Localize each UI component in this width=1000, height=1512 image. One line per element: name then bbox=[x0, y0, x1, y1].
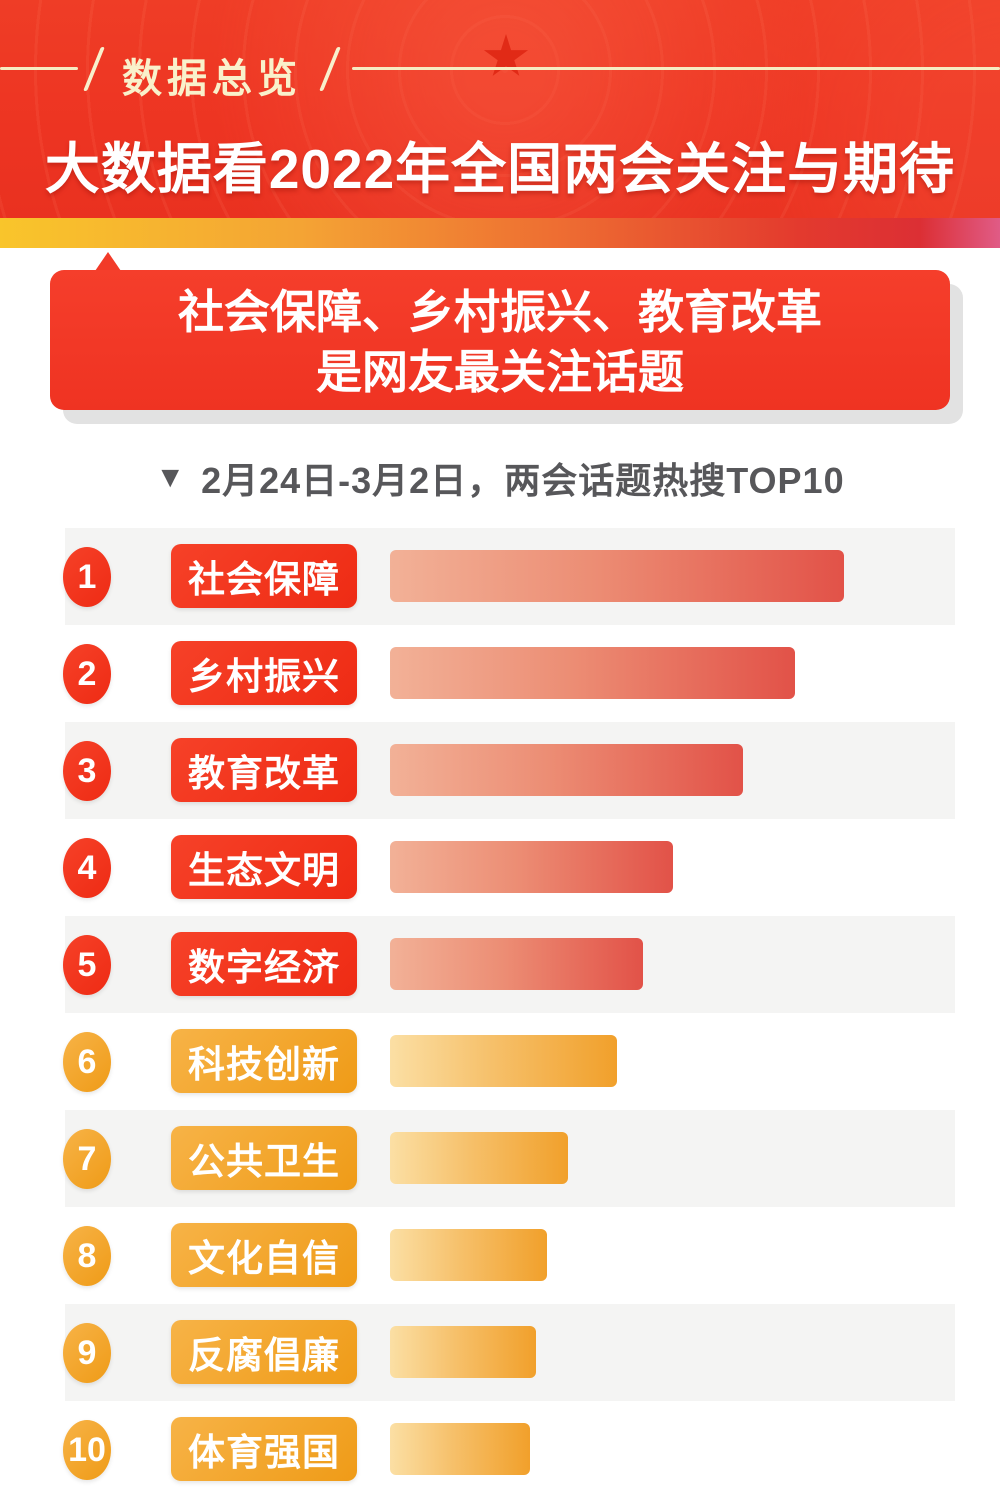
gradient-divider-strip bbox=[0, 218, 1000, 248]
highlight-card: 社会保障、乡村振兴、教育改革 是网友最关注话题 bbox=[50, 270, 950, 410]
list-item: 10 体育强国 bbox=[0, 1401, 1000, 1498]
list-item: 3 教育改革 bbox=[0, 722, 1000, 819]
heat-bar bbox=[390, 550, 844, 602]
topic-label: 乡村振兴 bbox=[171, 641, 357, 705]
header-banner: 数据总览 大数据看2022年全国两会关注与期待 bbox=[0, 0, 1000, 218]
topic-label: 数字经济 bbox=[171, 932, 357, 996]
rank-badge: 10 bbox=[63, 1420, 111, 1480]
heat-bar bbox=[390, 1326, 536, 1378]
page-title: 大数据看2022年全国两会关注与期待 bbox=[44, 138, 956, 200]
heat-bar bbox=[390, 938, 643, 990]
list-item: 5 数字经济 bbox=[0, 916, 1000, 1013]
topic-label: 社会保障 bbox=[171, 544, 357, 608]
topic-label: 文化自信 bbox=[171, 1223, 357, 1287]
badge-slash-left-icon bbox=[83, 47, 105, 91]
list-item: 8 文化自信 bbox=[0, 1207, 1000, 1304]
rank-badge: 1 bbox=[63, 547, 111, 607]
ranking-list: 1 社会保障 2 乡村振兴 3 教育改革 4 生态文明 5 数字经济 6 科技创… bbox=[0, 528, 1000, 1498]
heat-bar bbox=[390, 1229, 547, 1281]
rank-badge: 6 bbox=[63, 1032, 111, 1092]
heat-bar bbox=[390, 744, 743, 796]
list-item: 9 反腐倡廉 bbox=[0, 1304, 1000, 1401]
rank-badge: 7 bbox=[63, 1129, 111, 1189]
card-pointer-triangle bbox=[95, 252, 121, 271]
topic-label: 科技创新 bbox=[171, 1029, 357, 1093]
section-badge-row: 数据总览 bbox=[0, 40, 1000, 101]
badge-slash-right-icon bbox=[319, 47, 341, 91]
rank-badge: 9 bbox=[63, 1323, 111, 1383]
badge-rule-right bbox=[352, 67, 1000, 70]
badge-rule-left bbox=[0, 67, 78, 70]
highlight-card-line2: 是网友最关注话题 bbox=[316, 346, 684, 398]
heat-bar bbox=[390, 841, 673, 893]
heat-bar bbox=[390, 1035, 617, 1087]
great-hall-rings-texture bbox=[0, 0, 1000, 218]
triangle-down-icon: ▼ bbox=[155, 461, 186, 494]
heat-bar bbox=[390, 1423, 530, 1475]
list-subtitle: ▼ 2月24日-3月2日，两会话题热搜TOP10 bbox=[0, 452, 1000, 504]
topic-label: 反腐倡廉 bbox=[171, 1320, 357, 1384]
heat-bar bbox=[390, 1132, 568, 1184]
list-item: 2 乡村振兴 bbox=[0, 625, 1000, 722]
list-item: 7 公共卫生 bbox=[0, 1110, 1000, 1207]
rank-badge: 3 bbox=[63, 741, 111, 801]
section-badge-label: 数据总览 bbox=[122, 57, 302, 101]
topic-label: 生态文明 bbox=[171, 835, 357, 899]
heat-bar bbox=[390, 647, 795, 699]
rank-badge: 5 bbox=[63, 935, 111, 995]
rank-badge: 2 bbox=[63, 644, 111, 704]
topic-label: 教育改革 bbox=[171, 738, 357, 802]
rank-badge: 4 bbox=[63, 838, 111, 898]
list-subtitle-text: 2月24日-3月2日，两会话题热搜TOP10 bbox=[201, 460, 845, 501]
rank-badge: 8 bbox=[63, 1226, 111, 1286]
highlight-card-line1: 社会保障、乡村振兴、教育改革 bbox=[178, 286, 822, 338]
list-item: 1 社会保障 bbox=[0, 528, 1000, 625]
list-item: 4 生态文明 bbox=[0, 819, 1000, 916]
list-item: 6 科技创新 bbox=[0, 1013, 1000, 1110]
topic-label: 公共卫生 bbox=[171, 1126, 357, 1190]
topic-label: 体育强国 bbox=[171, 1417, 357, 1481]
